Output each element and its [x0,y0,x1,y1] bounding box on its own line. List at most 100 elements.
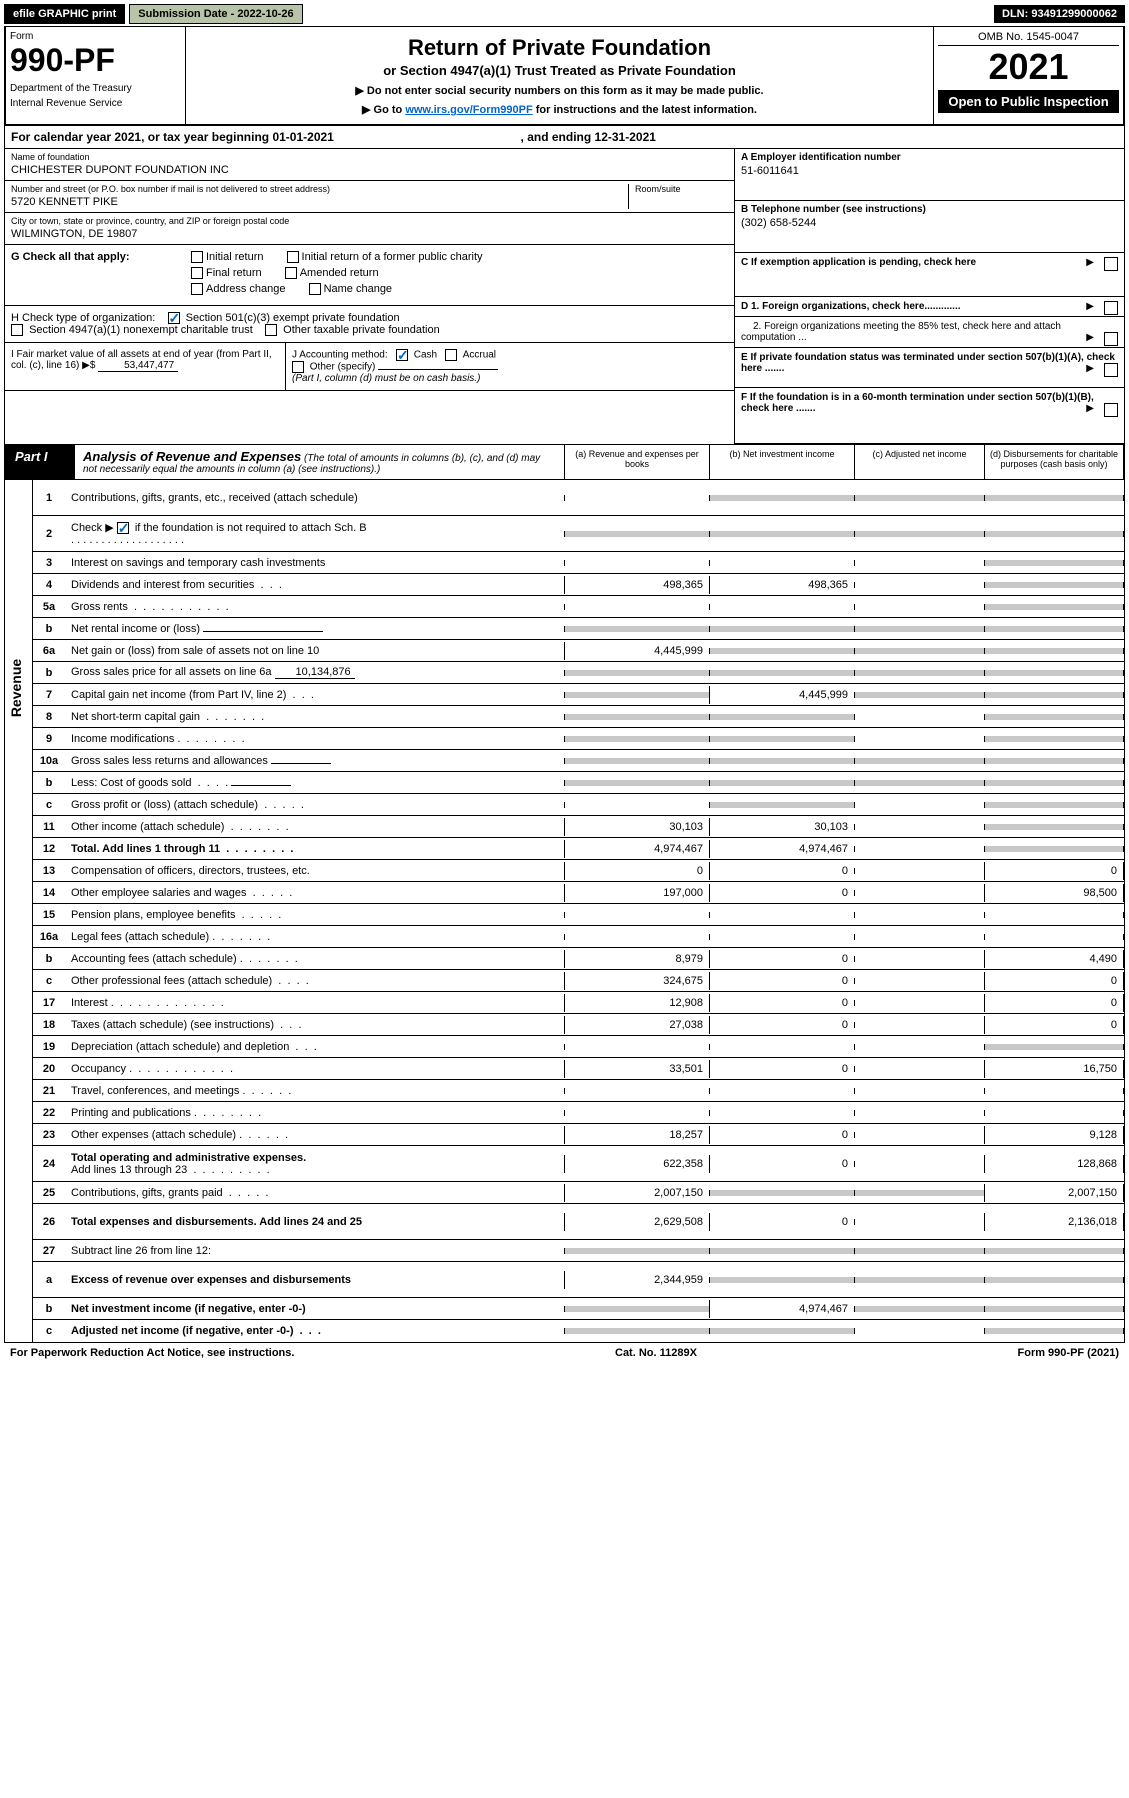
row-5a: 5aGross rents . . . . . . . . . . . [33,596,1124,618]
row-2: 2Check ▶ if the foundation is not requir… [33,516,1124,552]
part1-title: Analysis of Revenue and Expenses [83,449,301,464]
d2-checkbox[interactable] [1104,332,1118,346]
h-opt3: Other taxable private foundation [283,324,440,336]
instr2-post: for instructions and the latest informat… [533,104,757,116]
initial-return-checkbox[interactable] [191,251,203,263]
other-method-checkbox[interactable] [292,361,304,373]
row-7: 7Capital gain net income (from Part IV, … [33,684,1124,706]
row-4: 4Dividends and interest from securities … [33,574,1124,596]
header-left: Form 990-PF Department of the Treasury I… [6,27,186,124]
d1-label: D 1. Foreign organizations, check here..… [741,301,961,312]
accrual-checkbox[interactable] [445,349,457,361]
part1-header: Part I Analysis of Revenue and Expenses … [4,444,1125,480]
row-9: 9Income modifications . . . . . . . . [33,728,1124,750]
header-right: OMB No. 1545-0047 2021 Open to Public In… [933,27,1123,124]
phone-cell: B Telephone number (see instructions) (3… [735,201,1124,253]
g-opt5: Address change [206,283,286,295]
g-opt4: Amended return [300,267,379,279]
irs-label: Internal Revenue Service [10,98,181,109]
instr2-pre: ▶ Go to [362,104,405,116]
top-bar: efile GRAPHIC print Submission Date - 20… [4,4,1125,24]
final-return-checkbox[interactable] [191,267,203,279]
amended-return-checkbox[interactable] [285,267,297,279]
room-label: Room/suite [635,184,728,194]
paperwork-notice: For Paperwork Reduction Act Notice, see … [10,1347,294,1359]
b-label: B Telephone number (see instructions) [741,204,926,215]
row-16a: 16aLegal fees (attach schedule) . . . . … [33,926,1124,948]
fmv-value: 53,447,477 [98,360,178,372]
name-change-checkbox[interactable] [309,283,321,295]
foundation-name-cell: Name of foundation CHICHESTER DUPONT FOU… [5,149,734,181]
table-area: Revenue Operating and Administrative Exp… [4,480,1125,1343]
form-title: Return of Private Foundation [194,35,925,61]
f-label: F If the foundation is in a 60-month ter… [741,392,1094,414]
row-13: 13Compensation of officers, directors, t… [33,860,1124,882]
row-25: 25Contributions, gifts, grants paid . . … [33,1182,1124,1204]
header-center: Return of Private Foundation or Section … [186,27,933,124]
row-6a: 6aNet gain or (loss) from sale of assets… [33,640,1124,662]
part1-label: Part I [5,445,75,479]
address-change-checkbox[interactable] [191,283,203,295]
j-label: J Accounting method: [292,350,388,361]
calyear-end: 12-31-2021 [595,130,656,144]
ein-value: 51-6011641 [741,165,1118,177]
calyear-mid: , and ending [521,130,595,144]
city-label: City or town, state or province, country… [11,216,728,226]
tax-year: 2021 [938,46,1119,88]
open-public-inspection: Open to Public Inspection [938,90,1119,113]
row-16b: bAccounting fees (attach schedule) . . .… [33,948,1124,970]
h-opt1: Section 501(c)(3) exempt private foundat… [186,312,400,324]
e-label: E If private foundation status was termi… [741,352,1115,374]
cash-checkbox[interactable] [396,349,408,361]
row-3: 3Interest on savings and temporary cash … [33,552,1124,574]
col-c-header: (c) Adjusted net income [854,445,984,479]
row-27a: aExcess of revenue over expenses and dis… [33,1262,1124,1298]
part1-desc: Analysis of Revenue and Expenses (The to… [75,445,564,479]
a-label: A Employer identification number [741,152,901,163]
501c3-checkbox[interactable] [168,312,180,324]
calendar-year-row: For calendar year 2021, or tax year begi… [4,126,1125,149]
row-11: 11Other income (attach schedule) . . . .… [33,816,1124,838]
cat-no: Cat. No. 11289X [615,1347,697,1359]
info-grid: Name of foundation CHICHESTER DUPONT FOU… [4,149,1125,444]
h-label: H Check type of organization: [11,312,155,324]
side-labels: Revenue Operating and Administrative Exp… [5,480,33,1342]
e-checkbox[interactable] [1104,363,1118,377]
e-section: E If private foundation status was termi… [735,348,1124,388]
row-16c: cOther professional fees (attach schedul… [33,970,1124,992]
d2-label: 2. Foreign organizations meeting the 85%… [741,321,1061,343]
row-15: 15Pension plans, employee benefits . . .… [33,904,1124,926]
col-d-header: (d) Disbursements for charitable purpose… [984,445,1124,479]
4947a1-checkbox[interactable] [11,324,23,336]
initial-return-former-checkbox[interactable] [287,251,299,263]
f-section: F If the foundation is in a 60-month ter… [735,388,1124,444]
f-checkbox[interactable] [1104,403,1118,417]
form990pf-link[interactable]: www.irs.gov/Form990PF [405,104,532,116]
addr-label: Number and street (or P.O. box number if… [11,184,628,194]
h-check-row: H Check type of organization: Section 50… [5,306,734,343]
g-check-row: G Check all that apply: Initial return I… [5,245,734,306]
form-number: 990-PF [10,42,181,79]
efile-print-button[interactable]: efile GRAPHIC print [4,4,125,24]
row-27b: bNet investment income (if negative, ent… [33,1298,1124,1320]
j-cash: Cash [414,350,437,361]
row-21: 21Travel, conferences, and meetings . . … [33,1080,1124,1102]
row-8: 8Net short-term capital gain . . . . . .… [33,706,1124,728]
dln-label: DLN: 93491299000062 [994,5,1125,23]
ein-cell: A Employer identification number 51-6011… [735,149,1124,201]
street-address: 5720 KENNETT PIKE [11,196,628,208]
other-taxable-checkbox[interactable] [265,324,277,336]
g-opt2: Initial return of a former public charit… [302,251,483,263]
footer: For Paperwork Reduction Act Notice, see … [4,1343,1125,1363]
schb-checkbox[interactable] [117,522,129,534]
d1-checkbox[interactable] [1104,301,1118,315]
address-cell: Number and street (or P.O. box number if… [5,181,734,213]
ij-row: I Fair market value of all assets at end… [5,343,734,391]
form-header: Form 990-PF Department of the Treasury I… [4,26,1125,126]
row-26: 26Total expenses and disbursements. Add … [33,1204,1124,1240]
c-checkbox[interactable] [1104,257,1118,271]
calyear-begin: 01-01-2021 [272,130,333,144]
h-opt2: Section 4947(a)(1) nonexempt charitable … [29,324,253,336]
col-a-header: (a) Revenue and expenses per books [564,445,709,479]
row-27c: cAdjusted net income (if negative, enter… [33,1320,1124,1342]
